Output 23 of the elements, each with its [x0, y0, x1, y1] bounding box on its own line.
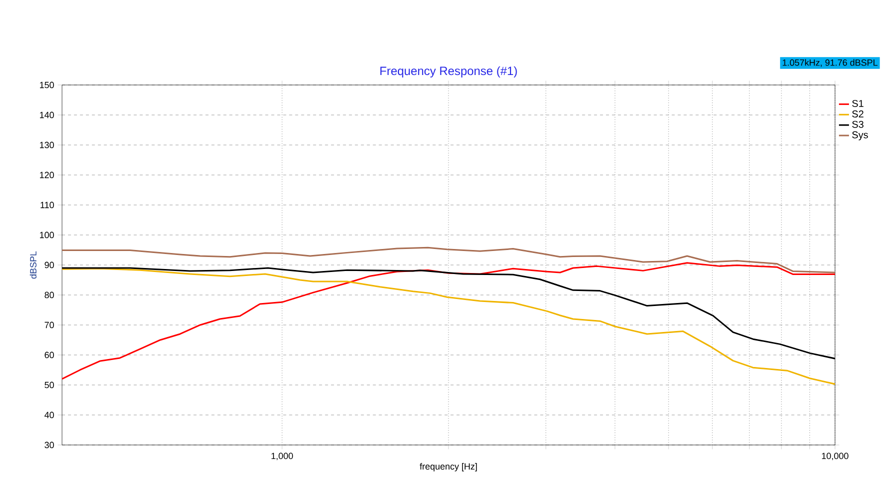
y-tick-label: 70: [44, 322, 54, 328]
legend-label: S3: [852, 120, 864, 128]
chart-title: Frequency Response (#1): [380, 66, 517, 78]
text: 1.057kHz, 91.76 dBSPL: [782, 59, 878, 67]
legend-label: S2: [852, 110, 864, 118]
y-tick-label: 120: [40, 172, 54, 178]
y-tick-label: 60: [44, 352, 54, 358]
x-axis-title: frequency [Hz]: [420, 463, 477, 472]
y-tick-label: 110: [40, 202, 54, 208]
x-tick-label: 10,000: [822, 452, 848, 460]
y-tick-label: 100: [40, 232, 54, 238]
y-tick-label: 30: [44, 442, 54, 448]
legend-label: Sys: [852, 131, 868, 140]
y-tick-label: 140: [40, 112, 54, 118]
y-tick-label: 150: [40, 82, 54, 88]
x-tick-label: 1,000: [272, 452, 293, 460]
y-axis-title: dBSPL: [30, 251, 36, 279]
legend-label: S1: [852, 100, 864, 108]
y-tick-label: 80: [44, 292, 54, 298]
y-tick-label: 40: [44, 412, 54, 418]
y-tick-label: 130: [40, 142, 54, 148]
y-tick-label: 50: [44, 382, 54, 388]
y-tick-label: 90: [44, 262, 54, 268]
